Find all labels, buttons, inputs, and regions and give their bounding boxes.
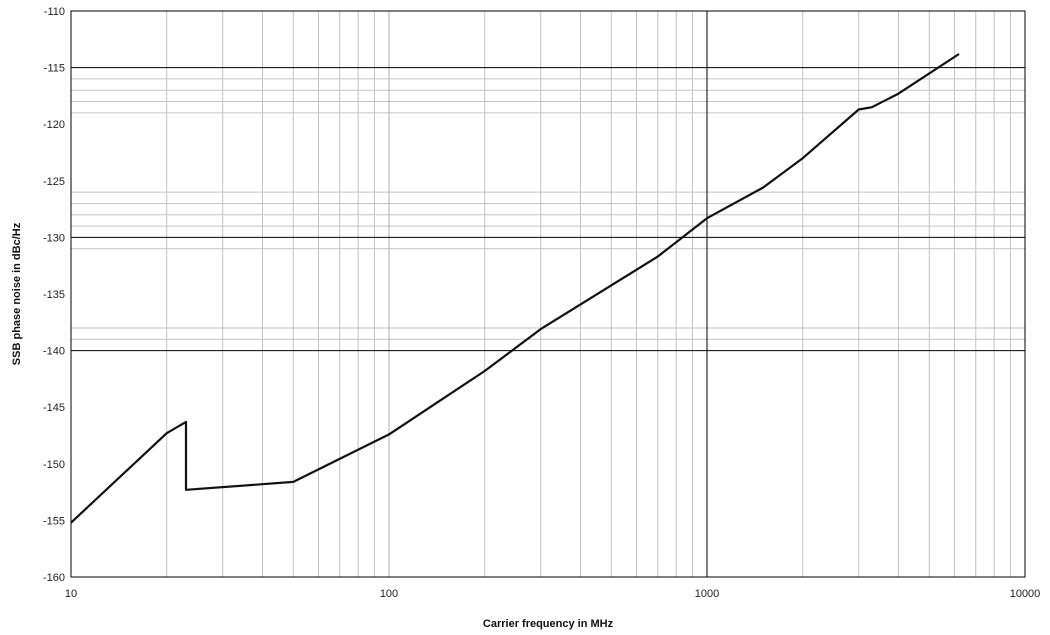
y-tick-label: -150 — [43, 459, 65, 471]
y-tick-label: -145 — [43, 402, 65, 414]
y-tick-label: -135 — [43, 289, 65, 301]
y-tick-labels: -110 -115 -120 -125 -130 -135 -140 -145 -150 -155… — [43, 6, 65, 584]
y-axis-title: SSB phase noise in dBc/Hz — [11, 222, 23, 365]
x-tick-label: 10 — [65, 588, 77, 600]
y-tick-label: -160 — [43, 572, 65, 584]
y-tick-label: -120 — [43, 119, 65, 131]
x-tick-label: 1000 — [695, 588, 719, 600]
y-tick-label: -130 — [43, 232, 65, 244]
minor-gridlines — [71, 11, 1025, 577]
series-layer — [70, 53, 960, 524]
y-tick-label: -155 — [43, 515, 65, 527]
y-tick-label: -110 — [44, 6, 65, 18]
x-tick-label: 10000 — [1010, 588, 1041, 600]
plot-frame — [70, 10, 1026, 578]
x-tick-label: 100 — [380, 588, 398, 600]
x-tick-labels: 10 100 1000 10000 — [65, 588, 1040, 600]
x-axis-title: Carrier frequency in MHz — [483, 618, 614, 630]
y-tick-label: -115 — [44, 63, 65, 75]
phase-noise-series-line — [70, 53, 960, 524]
y-tick-label: -125 — [43, 176, 65, 188]
y-tick-label: -140 — [43, 346, 65, 358]
